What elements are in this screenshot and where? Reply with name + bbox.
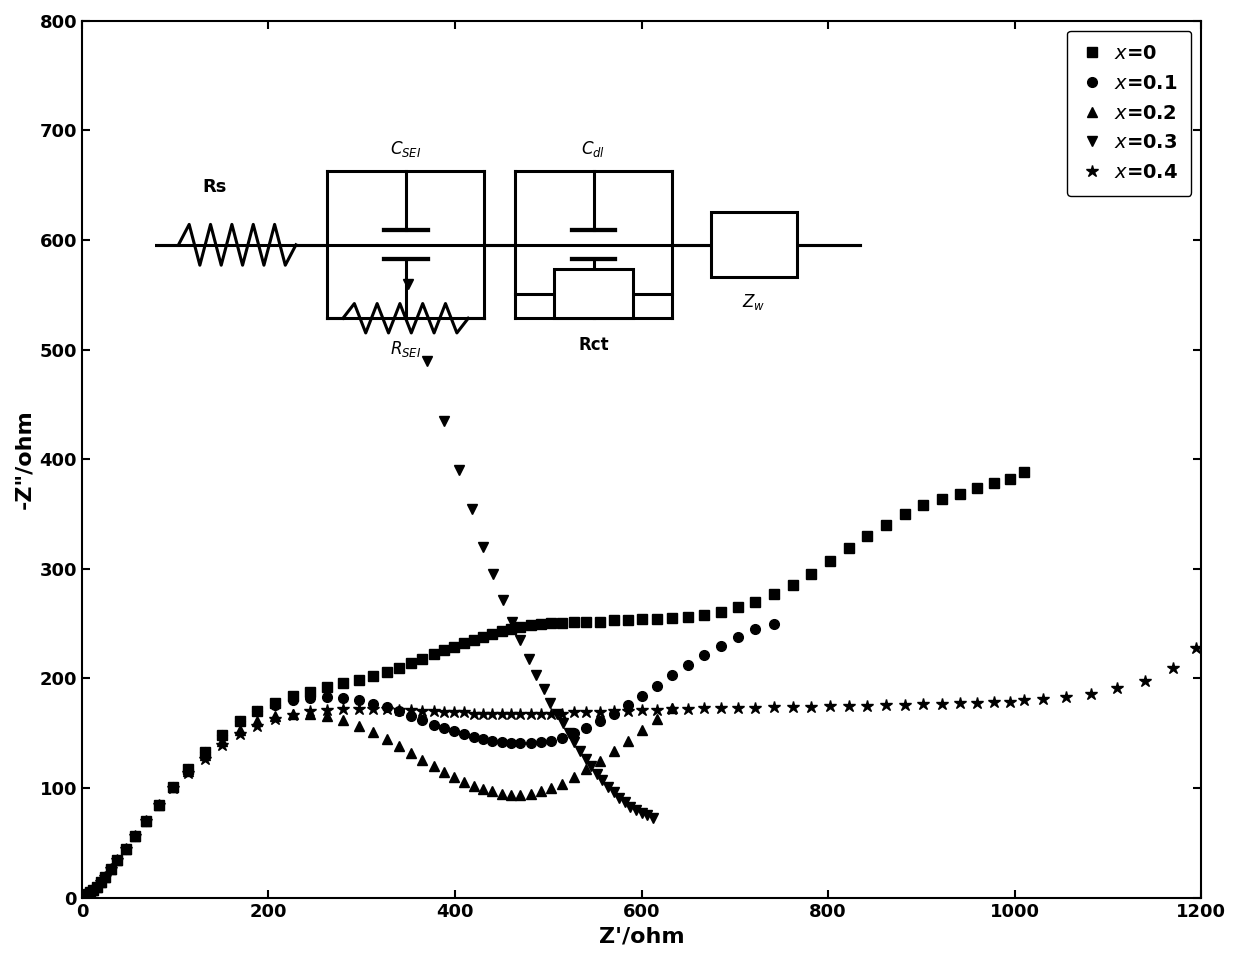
$x$=0.3 [606,786,621,798]
$x$=0.1 [77,891,92,902]
$x$=0.3 [486,568,501,580]
$x$=0.4 [77,891,92,902]
$x$=0.3 [562,728,577,739]
$x$=0.3 [584,760,599,772]
$x$=0.3 [573,745,588,756]
$x$=0.3 [475,541,490,553]
Y-axis label: -Z"/ohm: -Z"/ohm [14,409,33,509]
$x$=0.3 [495,594,510,606]
$x$=0.3 [528,669,543,681]
$x$=0.2 [579,764,594,776]
$x$=0.3 [549,708,564,719]
$x$=0.2 [415,754,430,765]
Text: $Z_w$: $Z_w$ [743,292,766,312]
$x$=0.4 [635,705,650,716]
Bar [711,212,797,277]
$x$=0 [897,509,911,520]
$x$=0.3 [595,775,610,786]
$x$=0.4 [1017,695,1032,707]
$x$=0.3 [618,797,632,808]
$x$=0.2 [665,703,680,714]
$x$=0.1 [110,854,125,866]
$x$=0 [336,677,351,688]
Line: $x$=0.2: $x$=0.2 [79,704,677,901]
X-axis label: Z'/ohm: Z'/ohm [599,926,684,947]
$x$=0.2 [166,781,181,793]
$x$=0.3 [622,801,637,812]
$x$=0.3 [464,503,479,515]
Text: $C_{SEI}$: $C_{SEI}$ [389,139,422,159]
$x$=0.4 [1203,618,1218,630]
$x$=0.3 [645,812,660,824]
$x$=0.4 [897,699,911,710]
Line: $x$=0.1: $x$=0.1 [79,619,779,901]
Legend: $x$=0, $x$=0.1, $x$=0.2, $x$=0.3, $x$=0.4: $x$=0, $x$=0.1, $x$=0.2, $x$=0.3, $x$=0.… [1066,31,1192,196]
Text: Rs: Rs [202,178,227,196]
$x$=0.3 [629,804,644,816]
$x$=0.4 [554,708,569,719]
$x$=0.1 [415,714,430,726]
$x$=0.2 [513,789,528,801]
$x$=0.1 [81,889,95,900]
$x$=0 [77,891,92,902]
$x$=0.2 [77,891,92,902]
$x$=0.3 [634,807,649,819]
$x$=0.1 [181,764,196,776]
$x$=0.3 [640,809,655,821]
$x$=0.3 [611,792,626,804]
$x$=0.3 [567,736,582,748]
$x$=0.1 [766,618,781,630]
$x$=0.4 [785,701,800,712]
Line: $x$=0: $x$=0 [79,468,1029,901]
$x$=0 [197,746,212,757]
Bar [554,269,632,319]
$x$=0.3 [600,781,615,793]
$x$=0.3 [589,768,604,780]
$x$=0.3 [521,653,536,664]
Text: Rct: Rct [578,336,609,354]
$x$=0 [804,568,818,580]
$x$=0.4 [970,697,985,708]
$x$=0.3 [419,355,434,367]
$x$=0.1 [93,876,108,888]
$x$=0.3 [578,753,593,764]
Text: $R_{SEI}$: $R_{SEI}$ [389,339,422,359]
$x$=0.3 [401,278,415,290]
$x$=0.2 [427,760,441,772]
$x$=0.3 [536,684,551,695]
Line: $x$=0.3: $x$=0.3 [403,279,657,823]
$x$=0.3 [436,415,451,426]
$x$=0 [475,631,490,642]
$x$=0.3 [513,635,528,646]
$x$=0 [1017,467,1032,478]
Line: $x$=0.4: $x$=0.4 [78,617,1216,902]
$x$=0 [841,542,856,554]
$x$=0.1 [533,736,548,748]
$x$=0.3 [543,697,558,708]
$x$=0.2 [446,772,461,783]
Text: $C_{dl}$: $C_{dl}$ [582,139,605,159]
$x$=0.3 [556,718,570,730]
$x$=0.3 [451,465,466,476]
$x$=0.3 [505,615,520,627]
